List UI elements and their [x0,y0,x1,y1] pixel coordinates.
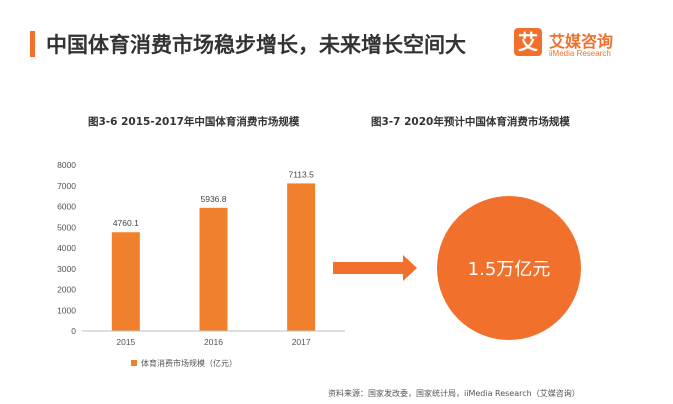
y-tick-label: 0 [71,326,76,336]
logo-name-en: iiMedia Research [549,49,611,58]
source-note: 资料来源：国家发改委，国家统计局，iiMedia Research（艾媒咨询） [328,389,580,398]
bar-data-label: 5936.8 [201,194,227,204]
bar [199,207,228,331]
y-axis: 0 1000 2000 3000 4000 5000 6000 7000 8000 [57,160,76,336]
legend: 体育消费市场规模（亿元） [131,358,237,368]
y-tick-label: 3000 [57,264,76,274]
x-tick-label: 2015 [116,337,135,347]
figure-right-title: 图3-7 2020年预计中国体育消费市场规模 [371,116,570,128]
forecast-figure: 1.5万亿元 [333,196,581,340]
forecast-value-label: 1.5万亿元 [468,259,551,280]
y-tick-label: 4000 [57,243,76,253]
page-title: 中国体育消费市场稳步增长，未来增长空间大 [46,33,466,57]
x-tick-label: 2016 [204,337,223,347]
bar [287,183,316,331]
x-tick-label: 2017 [292,337,311,347]
legend-label: 体育消费市场规模（亿元） [141,358,237,368]
figure-left-title: 图3-6 2015-2017年中国体育消费市场规模 [88,116,300,128]
legend-swatch [131,360,137,366]
bar-series: 4760.1 5936.8 7113.5 [111,169,316,331]
bar [111,232,140,331]
y-tick-label: 5000 [57,222,76,232]
brand-logo: 艾 艾媒咨询 iiMedia Research [514,28,654,64]
bar-data-label: 4760.1 [113,218,139,228]
y-tick-label: 7000 [57,181,76,191]
y-tick-label: 6000 [57,202,76,212]
y-tick-label: 1000 [57,305,76,315]
title-accent-bar [30,31,35,57]
y-tick-label: 8000 [57,160,76,170]
x-axis: 2015 2016 2017 [82,330,345,347]
y-tick-label: 2000 [57,285,76,295]
logo-name-cn: 艾媒咨询 [549,32,614,51]
logo-mark-icon: 艾 [514,28,542,56]
right-arrow-icon [333,255,417,281]
forecast-circle [437,196,581,340]
bar-data-label: 7113.5 [288,169,314,179]
